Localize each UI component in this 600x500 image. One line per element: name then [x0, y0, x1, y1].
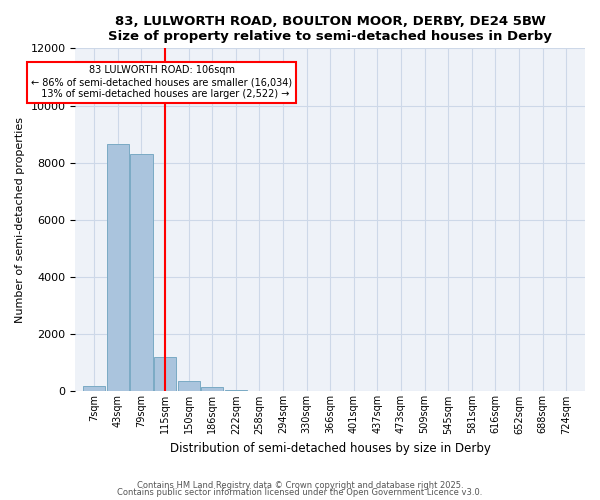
Text: Contains public sector information licensed under the Open Government Licence v3: Contains public sector information licen…: [118, 488, 482, 497]
Bar: [224, 390, 247, 392]
Bar: [154, 357, 176, 392]
Text: 83 LULWORTH ROAD: 106sqm
← 86% of semi-detached houses are smaller (16,034)
  13: 83 LULWORTH ROAD: 106sqm ← 86% of semi-d…: [31, 66, 292, 98]
Bar: [201, 387, 223, 392]
Bar: [107, 144, 129, 392]
Bar: [178, 382, 200, 392]
X-axis label: Distribution of semi-detached houses by size in Derby: Distribution of semi-detached houses by …: [170, 442, 491, 455]
Bar: [130, 154, 152, 392]
Text: Contains HM Land Registry data © Crown copyright and database right 2025.: Contains HM Land Registry data © Crown c…: [137, 480, 463, 490]
Bar: [83, 386, 106, 392]
Title: 83, LULWORTH ROAD, BOULTON MOOR, DERBY, DE24 5BW
Size of property relative to se: 83, LULWORTH ROAD, BOULTON MOOR, DERBY, …: [108, 15, 552, 43]
Y-axis label: Number of semi-detached properties: Number of semi-detached properties: [15, 117, 25, 323]
